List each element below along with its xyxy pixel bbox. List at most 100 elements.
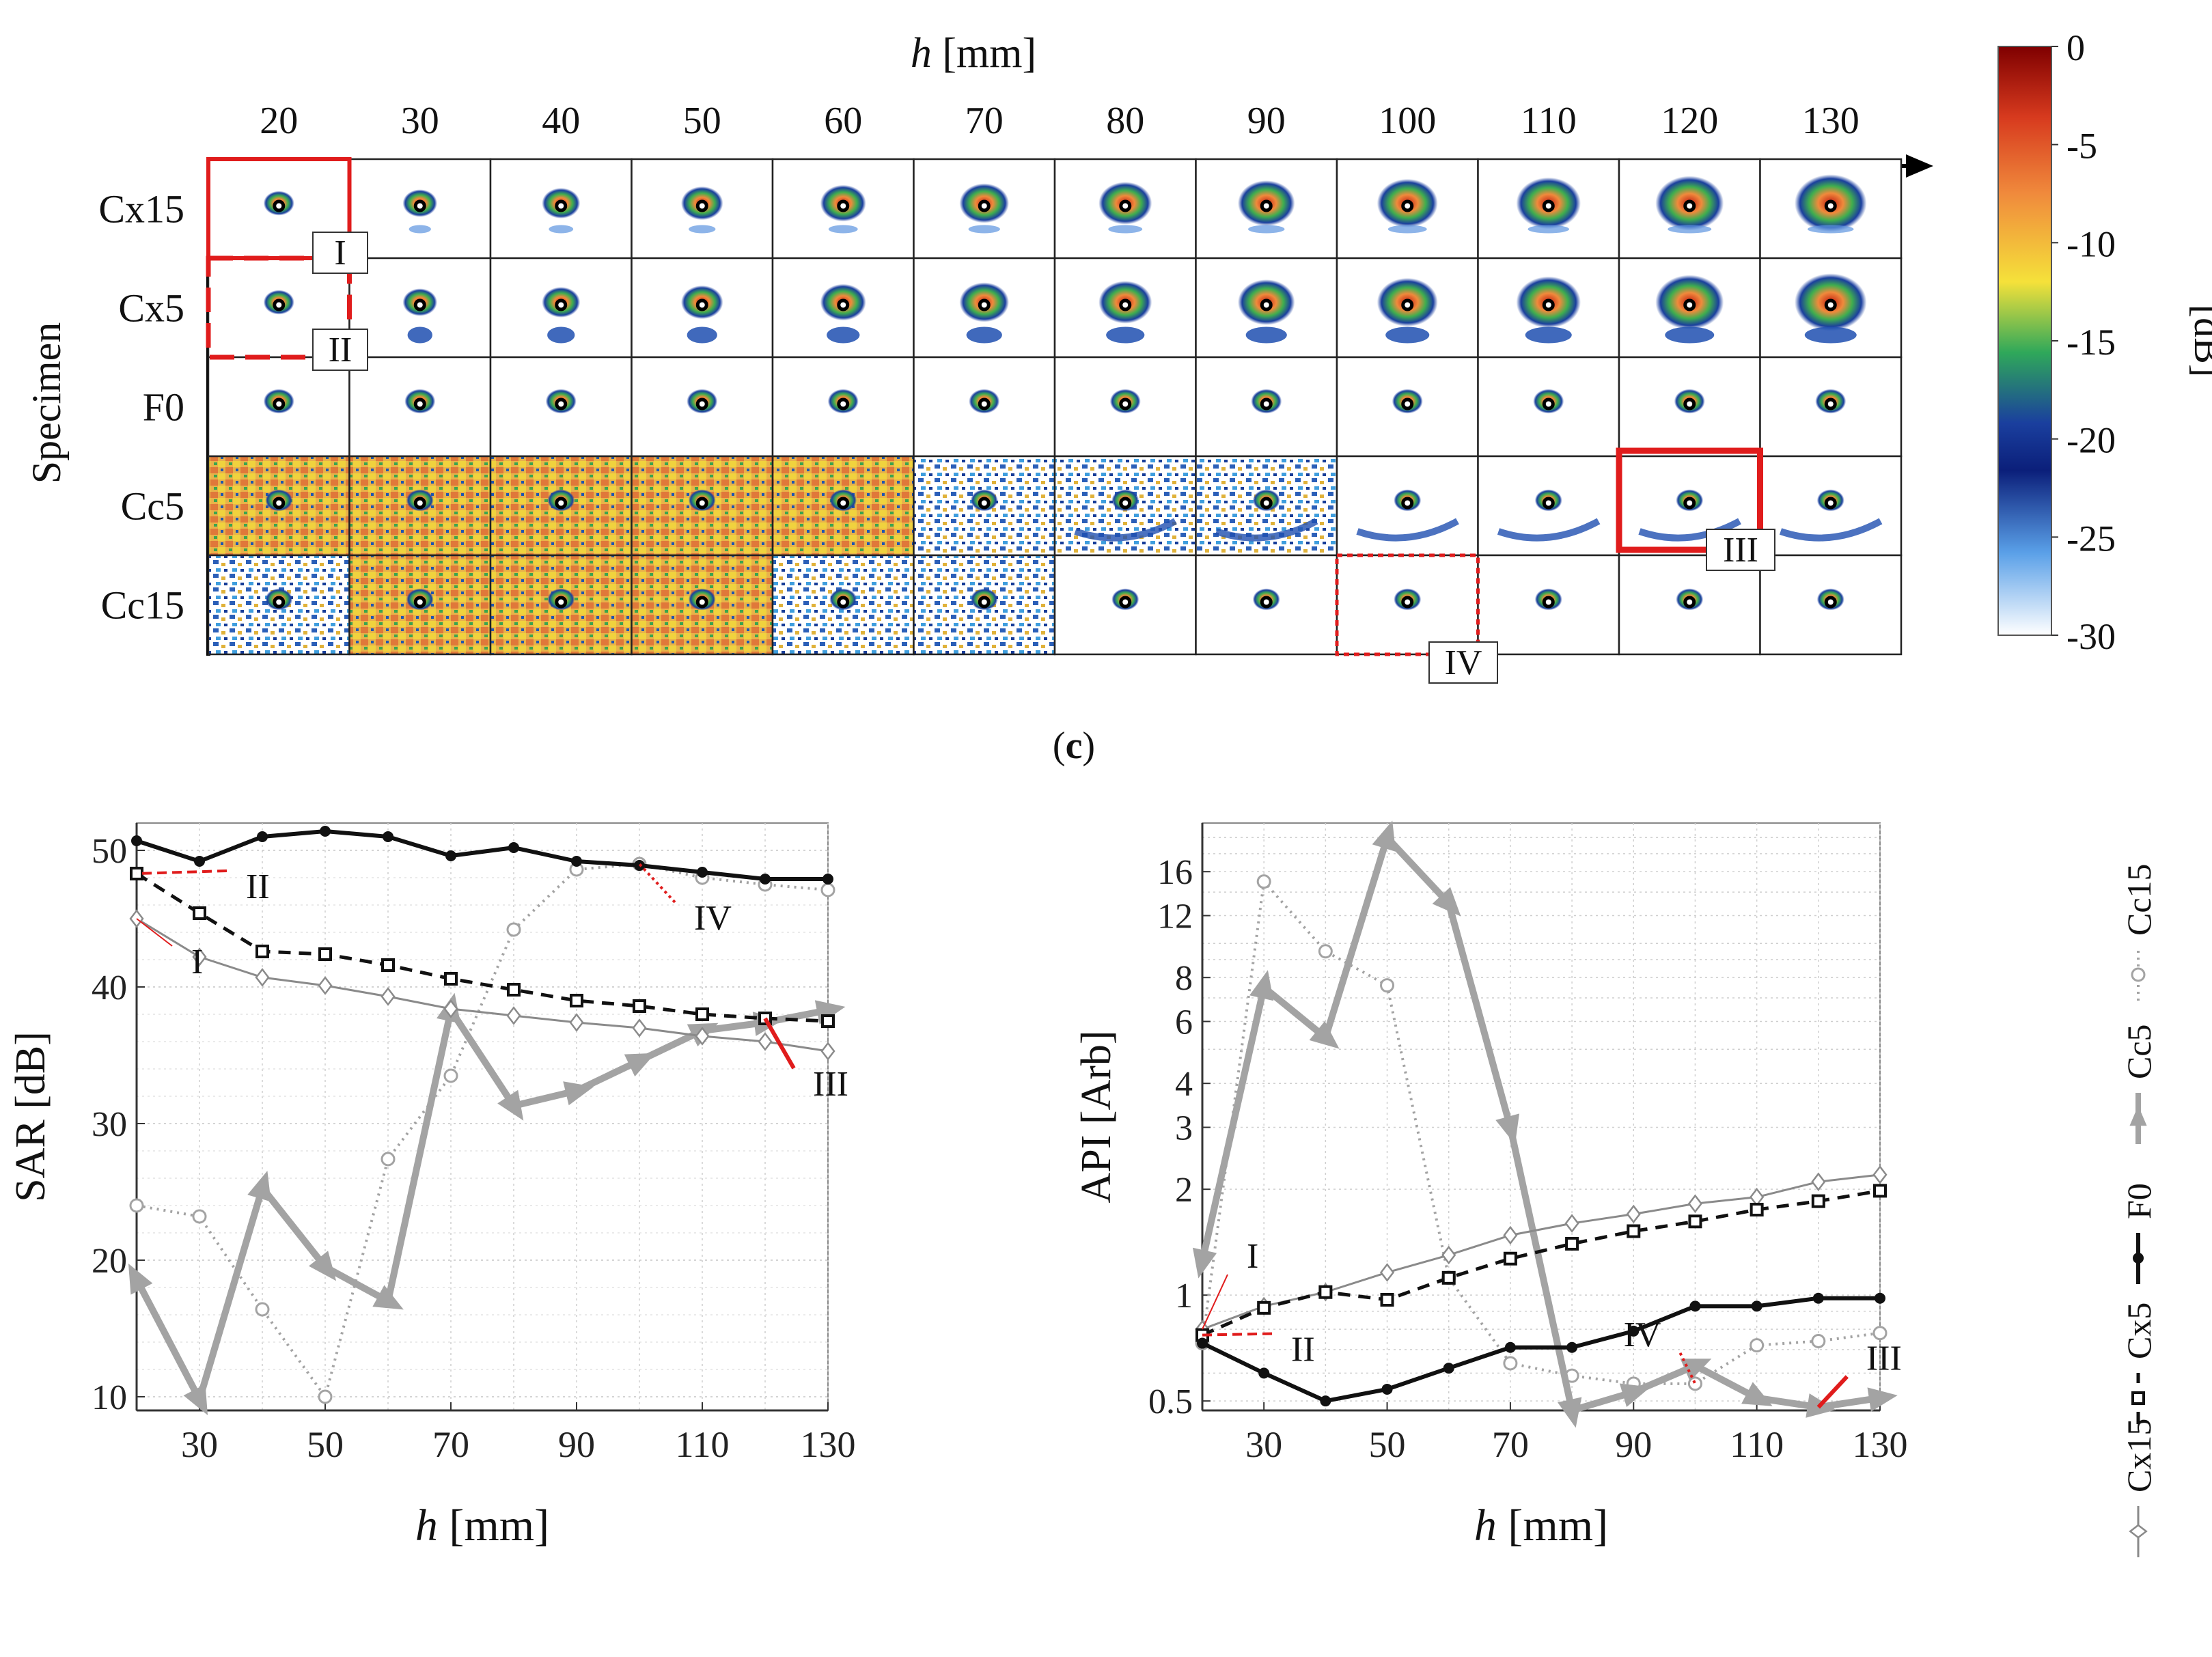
data-point — [697, 867, 708, 878]
column-label: 110 — [1521, 100, 1577, 142]
hotspot-secondary — [828, 225, 858, 234]
grid-cell — [913, 554, 1056, 656]
probe-marker-center — [1405, 401, 1411, 407]
data-point — [1811, 1194, 1825, 1208]
grid-cell — [771, 158, 915, 260]
data-point — [247, 1171, 271, 1202]
probe-marker-center — [1827, 599, 1834, 605]
column-label: 130 — [1802, 100, 1860, 142]
x-tick-label: 70 — [432, 1424, 469, 1465]
annotation-label: I — [191, 943, 203, 981]
data-point — [1380, 1292, 1394, 1307]
probe-marker-center — [981, 599, 987, 605]
data-point — [507, 983, 521, 997]
series-line — [1202, 1173, 1881, 1331]
grid-cell — [771, 257, 915, 359]
data-point — [1443, 1363, 1454, 1374]
grid-cell — [1053, 455, 1197, 557]
data-point — [308, 1251, 337, 1281]
annotation-III: III — [1816, 1339, 1902, 1409]
grid-x-axis-label: h [mm] — [911, 30, 1036, 76]
panel-label: (e) — [1520, 1650, 1562, 1657]
data-point — [2131, 967, 2146, 982]
callout-box-II — [206, 255, 352, 360]
y-tick-label: 0.5 — [1148, 1382, 1193, 1421]
hotspot-secondary — [1804, 326, 1857, 344]
probe-marker-center — [1263, 500, 1269, 506]
callout-tag-box — [312, 232, 368, 274]
y-tick-label: 3 — [1175, 1109, 1193, 1148]
callout-tag-label: III — [1723, 531, 1758, 570]
grid-cell — [631, 257, 774, 359]
callout-tag-box — [1428, 641, 1498, 684]
probe-marker-center — [981, 302, 987, 308]
colorbar-tick-label: -20 — [2066, 420, 2116, 461]
grid-cell — [1053, 158, 1197, 260]
column-label: 40 — [542, 100, 580, 142]
probe-marker-center — [1122, 302, 1129, 308]
grid-cell — [348, 455, 492, 557]
series-line — [136, 863, 829, 1398]
data-point — [443, 1068, 458, 1083]
probe-marker-center — [417, 599, 423, 605]
data-point — [318, 1389, 333, 1404]
data-point — [1811, 1172, 1826, 1192]
grid-cell — [1618, 158, 1761, 260]
data-point — [1495, 1113, 1520, 1145]
annotation-arrow — [638, 863, 676, 904]
colorbar — [1997, 46, 2052, 636]
data-point — [1750, 1203, 1764, 1217]
y-tick-label: 12 — [1157, 897, 1193, 936]
hotspot-secondary — [1497, 518, 1601, 542]
colorbar-tick-label: -10 — [2066, 223, 2116, 264]
data-point — [1380, 978, 1395, 993]
hotspot-secondary — [968, 225, 1000, 234]
data-point — [1192, 1247, 1217, 1279]
data-point — [1627, 1224, 1641, 1238]
grid-cell — [1195, 158, 1338, 260]
x-tick-label: 130 — [1853, 1424, 1908, 1465]
hotspot-secondary — [1074, 518, 1177, 542]
probe-marker-center — [840, 401, 846, 407]
data-point — [192, 1209, 207, 1224]
data-point — [1689, 1300, 1701, 1312]
data-point — [443, 999, 458, 1018]
data-point — [444, 972, 458, 986]
series-f0 — [131, 826, 833, 885]
hotspot-secondary — [1108, 225, 1143, 234]
probe-marker-center — [1687, 599, 1693, 605]
annotation-IV: IV — [1624, 1315, 1697, 1384]
axis-arrow-head — [1906, 154, 1933, 178]
grid-cell — [1477, 158, 1620, 260]
x-tick-label: 110 — [676, 1424, 730, 1465]
grid-cell — [489, 554, 633, 656]
data-point — [381, 987, 396, 1006]
probe-marker-center — [840, 203, 846, 209]
series-line — [1201, 1188, 1881, 1337]
legend-entry-cc5: Cc5 — [2120, 1024, 2158, 1144]
hotspot-secondary — [1215, 518, 1318, 542]
panel-c-label: (c) — [1053, 725, 1095, 767]
x-axis-label: h [mm] — [415, 1501, 549, 1550]
callout-tag-box — [312, 329, 368, 371]
grid-cell — [1759, 554, 1903, 656]
callout-tag-label: IV — [1445, 643, 1482, 682]
annotation-label: III — [1866, 1339, 1902, 1378]
data-point — [1441, 1245, 1456, 1265]
annotation-label: IV — [694, 899, 732, 938]
series-cc5 — [1192, 820, 1898, 1428]
probe-marker-center — [417, 203, 423, 209]
column-label: 70 — [965, 100, 1004, 142]
data-point — [1379, 1263, 1395, 1282]
data-point — [1811, 1334, 1826, 1349]
row-label: Cx5 — [118, 286, 184, 331]
callout-tag-box — [1706, 529, 1775, 571]
y-tick-label: 2 — [1175, 1171, 1193, 1210]
grid-cell — [1195, 257, 1338, 359]
probe-marker-center — [1122, 599, 1129, 605]
data-point — [758, 1032, 773, 1051]
grid-y-axis-label: Specimen — [24, 322, 69, 484]
data-point — [1258, 1367, 1270, 1379]
x-tick-label: 30 — [181, 1424, 218, 1465]
y-tick-label: 50 — [92, 832, 127, 871]
